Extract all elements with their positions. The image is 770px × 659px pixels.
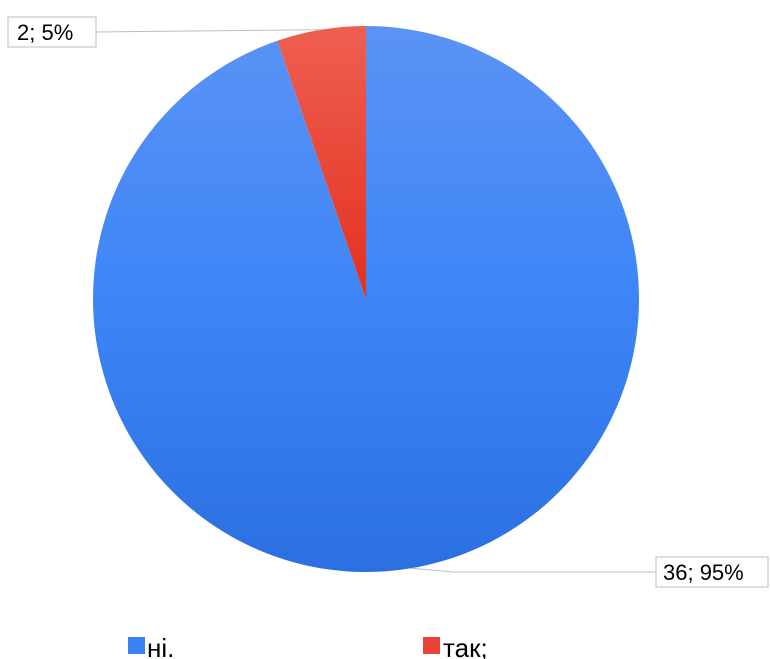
pie-slices (92, 26, 640, 572)
data-label-box (7, 16, 97, 48)
data-label-ni: 36; 95% (655, 556, 769, 588)
legend-item-ni: ні. (128, 633, 174, 659)
legend: ні. так; (128, 633, 488, 659)
data-label-tak: 2; 5% (7, 16, 97, 48)
legend-label: ні. (147, 633, 174, 659)
legend-item-tak: так; (423, 633, 488, 659)
leader-line-tak (95, 29, 322, 33)
data-label-text: 36; 95% (663, 560, 744, 585)
legend-swatch (423, 637, 440, 654)
leader-line-ni (410, 567, 656, 573)
leader-lines (95, 29, 656, 573)
data-label-text: 2; 5% (17, 20, 73, 45)
data-label-box (655, 556, 769, 588)
legend-swatch (128, 637, 145, 654)
pie-slice-tak (277, 26, 366, 299)
legend-label: так; (443, 633, 488, 659)
